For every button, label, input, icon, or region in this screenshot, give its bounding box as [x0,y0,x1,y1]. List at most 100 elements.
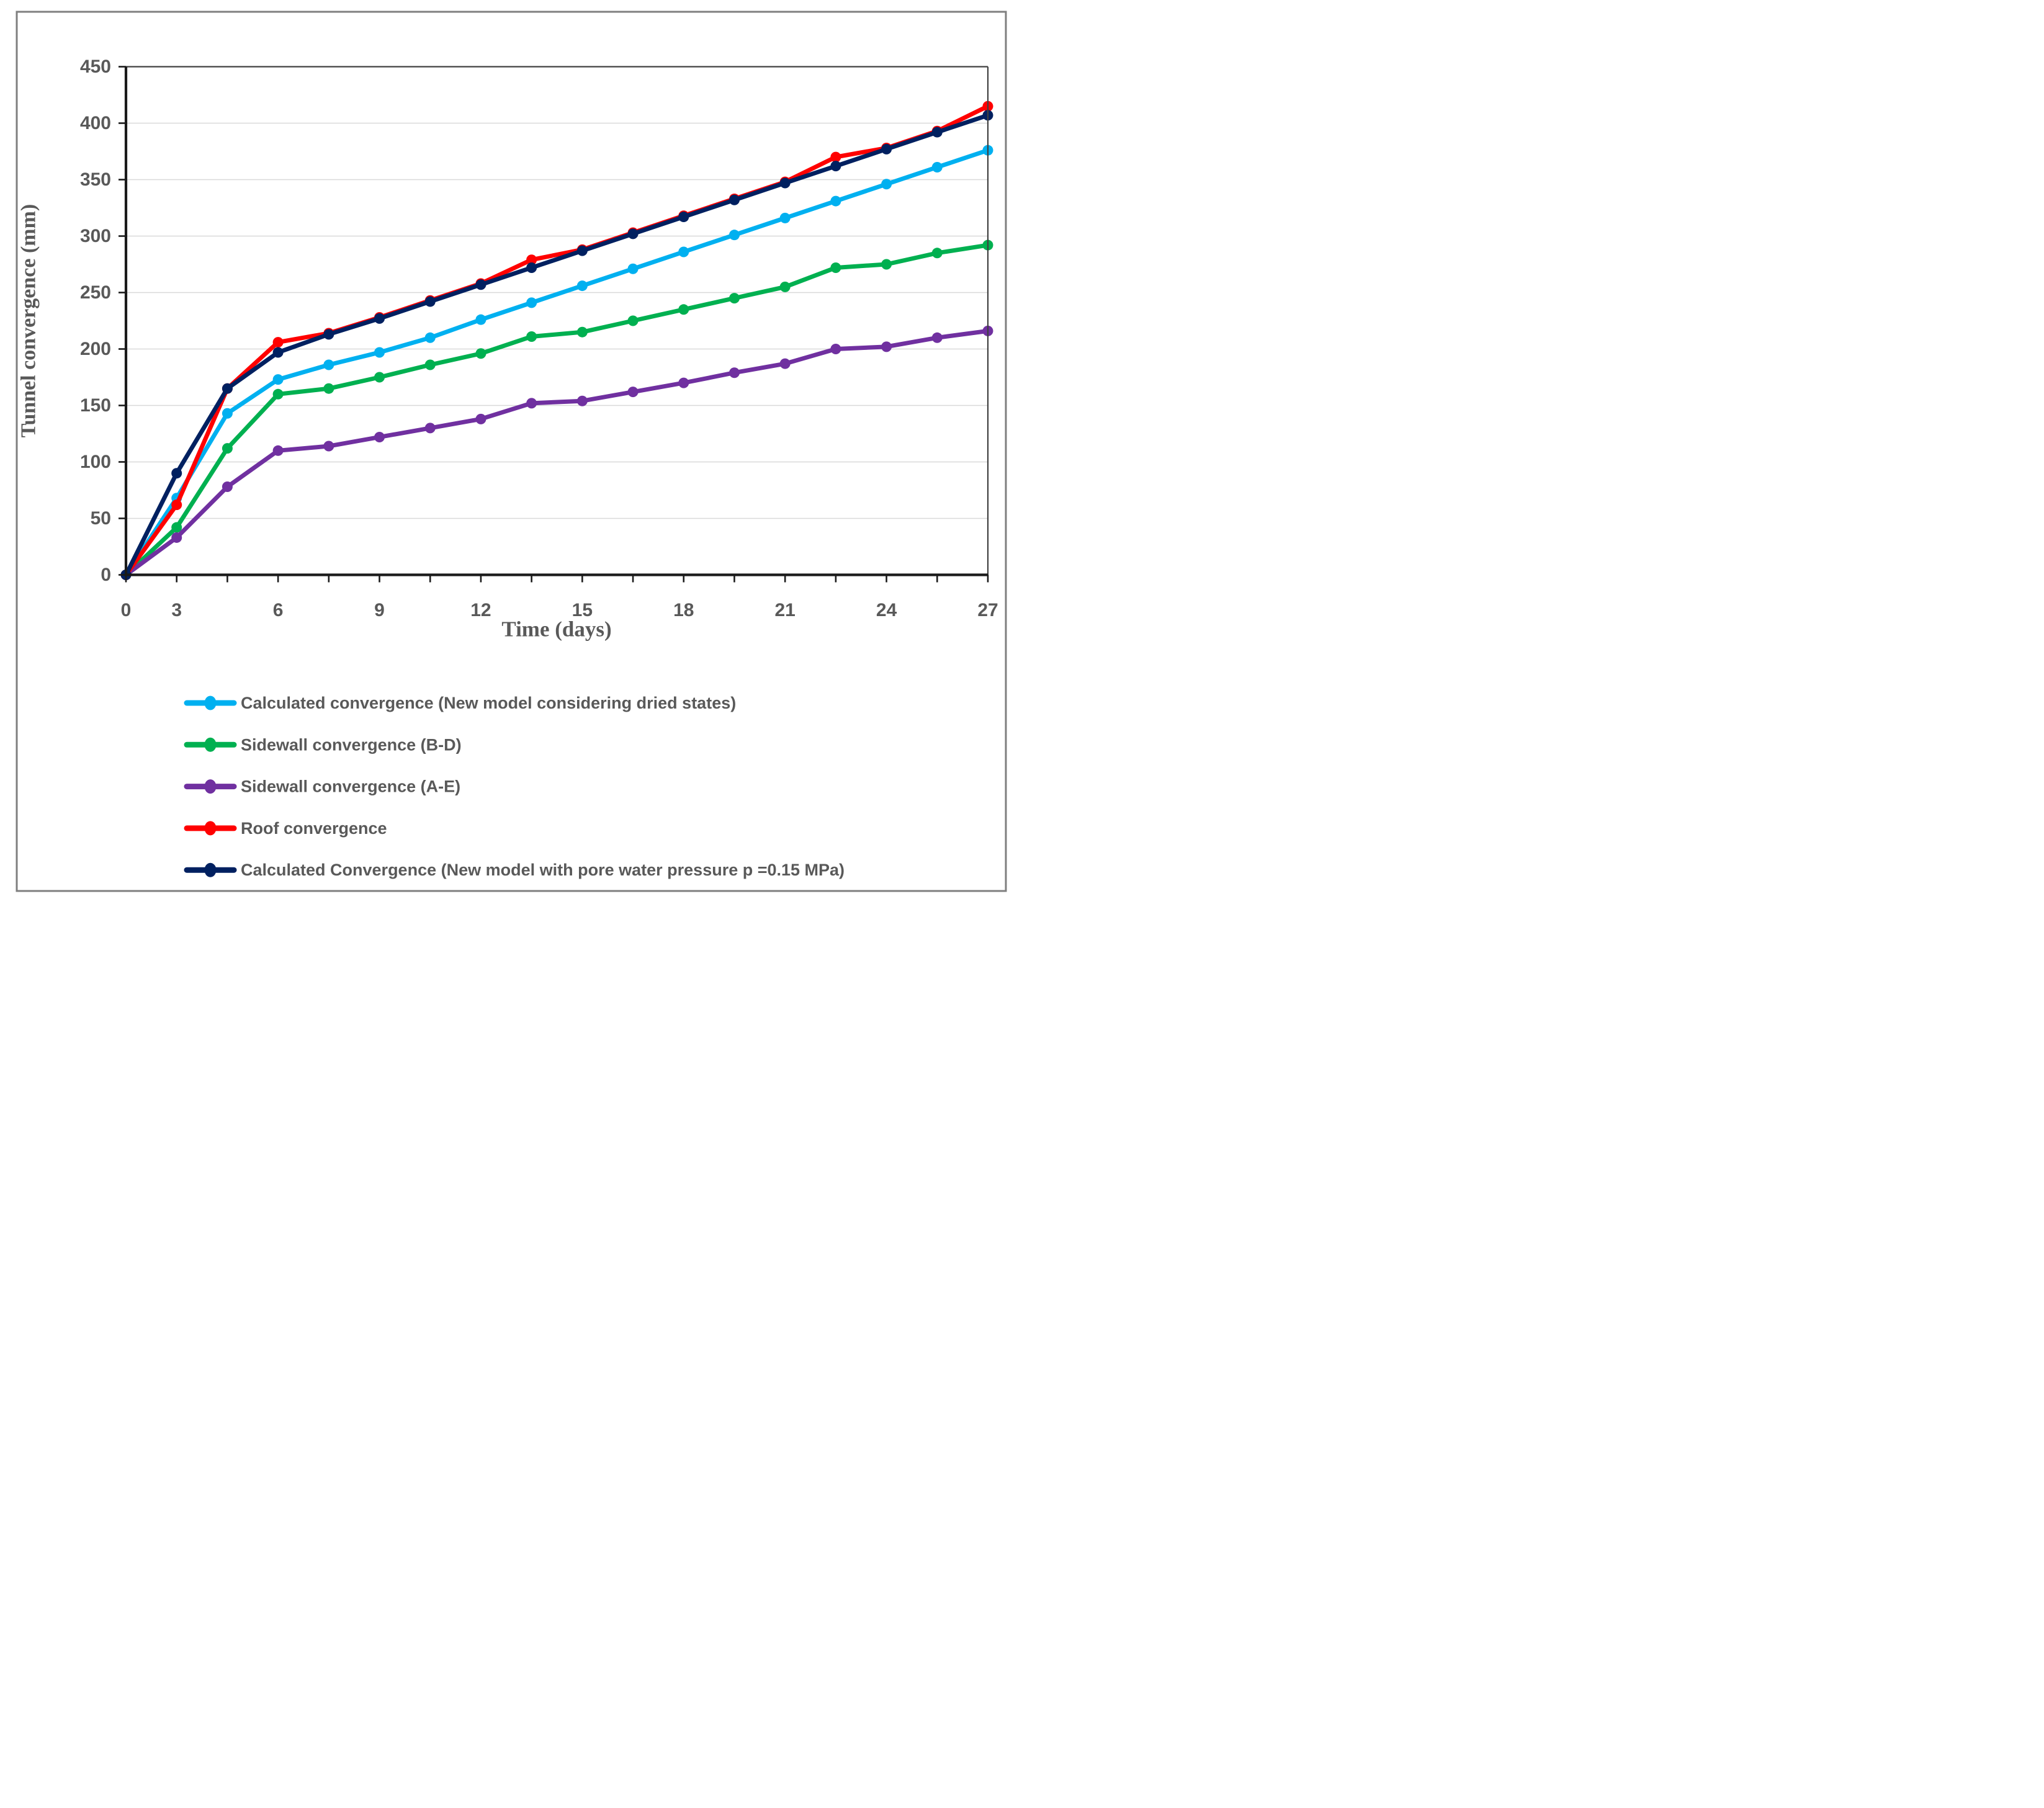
gridlines-layer [126,122,988,519]
legend-marker-dot [204,696,217,710]
data-point-marker [475,314,486,325]
data-point-marker [222,443,233,454]
series-line [123,148,990,577]
data-point-marker [881,143,892,154]
x-tick-label: 12 [470,600,491,620]
y-tick-label: 50 [91,508,111,529]
legend-marker-dot [204,821,217,836]
y-tick-label: 400 [80,113,111,133]
data-point-marker [779,177,791,189]
data-point-marker [931,332,943,343]
data-point-marker [779,281,791,292]
data-point-marker [272,388,284,400]
data-point-marker [678,377,689,388]
x-tick-label: 27 [977,600,998,620]
data-point-marker [830,151,841,163]
data-point-marker [222,408,233,419]
data-point-marker [526,297,537,308]
data-point-marker [576,280,588,292]
data-point-marker [576,326,588,338]
legend-item: Roof convergence [184,819,387,838]
data-point-marker [931,127,943,138]
legend-label: Calculated convergence (New model consid… [241,694,736,712]
legend-item: Sidewall convergence (A-E) [184,777,460,796]
x-tick-label: 0 [121,600,132,620]
series-layer [120,101,993,580]
series-calculated-convergence-new-model-conside [120,145,993,580]
data-point-marker [931,248,943,259]
data-point-marker [576,245,588,256]
data-point-marker [475,348,486,359]
data-point-marker [171,468,182,479]
axes-layer [119,66,989,583]
data-point-marker [171,522,182,533]
legend-item: Calculated convergence (New model consid… [184,694,736,712]
data-point-marker [576,395,588,406]
x-tick-label: 24 [876,600,897,620]
x-tick-label: 6 [273,600,284,620]
data-point-marker [526,398,537,409]
data-point-marker [323,329,334,340]
series-line [123,243,990,577]
series-sidewall-convergence-a-e [120,325,993,580]
legend-label: Sidewall convergence (A-E) [241,777,460,796]
data-point-marker [272,374,284,385]
data-point-marker [171,532,182,543]
data-point-marker [728,230,740,241]
data-point-marker [627,228,639,239]
data-point-marker [424,359,436,370]
chart-canvas: 0 50 100 150 200 250 300 350 400 450 0 3 6 9 12 15 18 21 2… [16,11,1007,892]
legend-label: Calculated Convergence (New model with p… [241,861,845,879]
data-point-marker [728,293,740,304]
data-point-marker [475,279,486,290]
series-line [123,104,990,577]
data-point-marker [728,194,740,205]
data-point-marker [881,179,892,190]
y-tick-label: 300 [80,226,111,246]
data-point-marker [424,423,436,434]
y-tick-label: 350 [80,169,111,190]
data-point-marker [424,332,436,343]
data-point-marker [779,212,791,223]
tick-labels-layer: 0 50 100 150 200 250 300 350 400 450 0 3 6 9 12 15 18 21 2… [80,56,998,620]
data-point-marker [374,347,385,358]
y-tick-label: 200 [80,339,111,359]
data-point-marker [830,262,841,273]
series-line [123,113,990,577]
series-sidewall-convergence-b-d [120,239,993,580]
data-point-marker [171,499,182,511]
data-point-marker [272,347,284,358]
data-point-marker [323,441,334,452]
data-point-marker [374,431,385,442]
data-point-marker [526,254,537,266]
figure-border [16,11,1007,892]
data-point-marker [526,331,537,342]
data-point-marker [323,383,334,394]
y-axis-title: Tunnel convergence (mm) [17,204,40,437]
y-tick-label: 150 [80,395,111,416]
legend-item: Calculated Convergence (New model with p… [184,861,845,879]
data-point-marker [424,296,436,307]
data-point-marker [830,195,841,207]
data-point-marker [475,413,486,424]
y-tick-label: 0 [101,565,111,585]
x-tick-label: 9 [374,600,385,620]
legend-marker-dot [204,779,217,794]
data-point-marker [678,246,689,257]
data-point-marker [830,344,841,354]
data-point-marker [627,263,639,274]
x-tick-label: 15 [572,600,593,620]
data-point-marker [830,161,841,172]
data-point-marker [374,313,385,324]
legend-item: Sidewall convergence (B-D) [184,735,462,754]
x-tick-label: 18 [673,600,694,620]
data-point-marker [627,387,639,398]
data-point-marker [728,367,740,378]
data-point-marker [272,337,284,348]
chart-figure: 0 50 100 150 200 250 300 350 400 450 0 3 6 9 12 15 18 21 2… [0,0,1022,904]
data-point-marker [222,481,233,493]
data-point-marker [374,372,385,383]
data-point-marker [627,315,639,326]
x-axis-title: Time (days) [501,617,611,642]
y-tick-label: 450 [80,56,111,77]
